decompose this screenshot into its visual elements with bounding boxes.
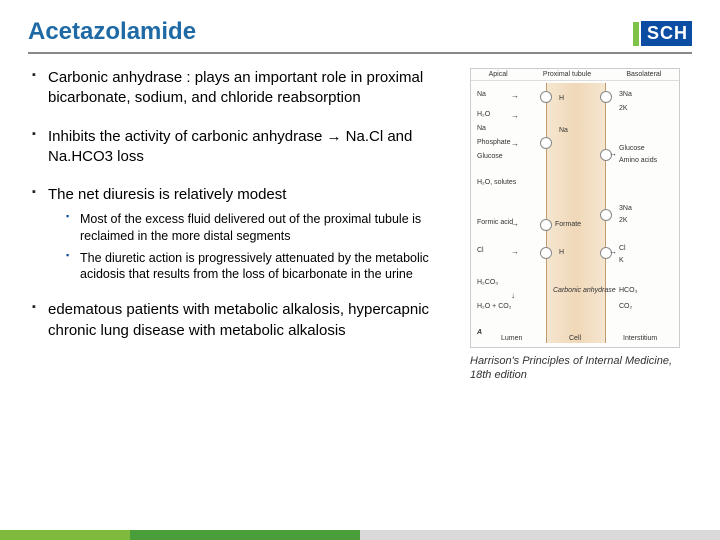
diagram-header-mid: Proximal tubule	[543, 71, 591, 78]
diagram-label: Na	[477, 91, 486, 98]
bullet-item: The net diuresis is relatively modest Mo…	[32, 185, 458, 282]
content-area: Carbonic anhydrase : plays an important …	[28, 68, 692, 383]
footer-segment	[130, 530, 360, 540]
diagram-header: Apical Proximal tubule Basolateral	[471, 69, 679, 81]
arrow-icon: →	[609, 149, 617, 158]
bullet-text: The net diuresis is relatively modest	[48, 186, 286, 203]
sub-bullet-item: Most of the excess fluid delivered out o…	[66, 211, 458, 244]
footer-bar	[0, 530, 720, 540]
diagram-label: Amino acids	[619, 157, 657, 164]
arrow-icon: →	[511, 219, 519, 228]
diagram-label: Na	[477, 125, 486, 132]
diagram-label: H₂O + CO₂	[477, 303, 511, 310]
bullet-text: edematous patients with metabolic alkalo…	[48, 301, 429, 338]
diagram-label: H	[559, 95, 564, 102]
title-row: Acetazolamide SCH	[28, 18, 692, 54]
diagram-label: Cell	[569, 335, 581, 342]
sub-bullet-text: Most of the excess fluid delivered out o…	[80, 212, 421, 242]
bullet-column: Carbonic anhydrase : plays an important …	[28, 68, 458, 383]
diagram-column: Apical Proximal tubule Basolateral Na H₂…	[470, 68, 690, 383]
proximal-tubule-diagram: Apical Proximal tubule Basolateral Na H₂…	[470, 68, 680, 348]
diagram-label: Formate	[555, 221, 581, 228]
arrow-icon: →	[511, 247, 519, 256]
page-title: Acetazolamide	[28, 18, 196, 46]
diagram-label: H	[559, 249, 564, 256]
diagram-label: CO₂	[619, 303, 632, 310]
diagram-label: Lumen	[501, 335, 522, 342]
sub-bullet-text: The diuretic action is progressively att…	[80, 251, 429, 281]
transporter-icon	[540, 137, 552, 149]
diagram-label: Cl	[477, 247, 484, 254]
diagram-caption: Harrison's Principles of Internal Medici…	[470, 354, 690, 383]
diagram-label: Formic acid	[477, 219, 513, 226]
arrow-icon: ↓	[511, 291, 515, 300]
arrow-icon: →	[609, 247, 617, 256]
bullet-item: edematous patients with metabolic alkalo…	[32, 300, 458, 341]
transporter-icon	[540, 247, 552, 259]
diagram-label: Glucose	[619, 145, 645, 152]
diagram-label: H₂CO₃	[477, 279, 498, 286]
arrow-icon: →	[511, 139, 519, 148]
diagram-label: 2K	[619, 105, 628, 112]
diagram-panel-letter: A	[477, 329, 482, 336]
diagram-header-right: Basolateral	[626, 71, 661, 78]
diagram-label: 2K	[619, 217, 628, 224]
diagram-header-left: Apical	[489, 71, 508, 78]
diagram-label: Interstitium	[623, 335, 657, 342]
diagram-label: Phosphate	[477, 139, 510, 146]
logo: SCH	[633, 21, 692, 46]
diagram-label: 3Na	[619, 205, 632, 212]
footer-segment	[360, 530, 720, 540]
diagram-label: Carbonic anhydrase	[553, 287, 616, 294]
transporter-icon	[540, 219, 552, 231]
diagram-label: Glucose	[477, 153, 503, 160]
bullet-item: Carbonic anhydrase : plays an important …	[32, 68, 458, 109]
diagram-label: 3Na	[619, 91, 632, 98]
diagram-label: Na	[559, 127, 568, 134]
sub-bullet-item: The diuretic action is progressively att…	[66, 250, 458, 283]
logo-bar-icon	[633, 22, 639, 46]
transporter-icon	[600, 209, 612, 221]
diagram-label: Cl	[619, 245, 626, 252]
transporter-icon	[540, 91, 552, 103]
logo-text: SCH	[641, 21, 692, 46]
transporter-icon	[600, 91, 612, 103]
diagram-label: H₂O, solutes	[477, 179, 516, 186]
diagram-label: K	[619, 257, 624, 264]
diagram-label: H₂O	[477, 111, 490, 118]
diagram-label: HCO₃	[619, 287, 637, 294]
bullet-item: Inhibits the activity of carbonic anhydr…	[32, 127, 458, 168]
arrow-icon: →	[511, 111, 519, 120]
bullet-text: Inhibits the activity of carbonic anhydr…	[48, 128, 412, 165]
footer-segment	[0, 530, 130, 540]
arrow-icon: →	[511, 91, 519, 100]
bullet-text: Carbonic anhydrase : plays an important …	[48, 69, 423, 106]
tubule-cell-icon	[546, 83, 606, 343]
